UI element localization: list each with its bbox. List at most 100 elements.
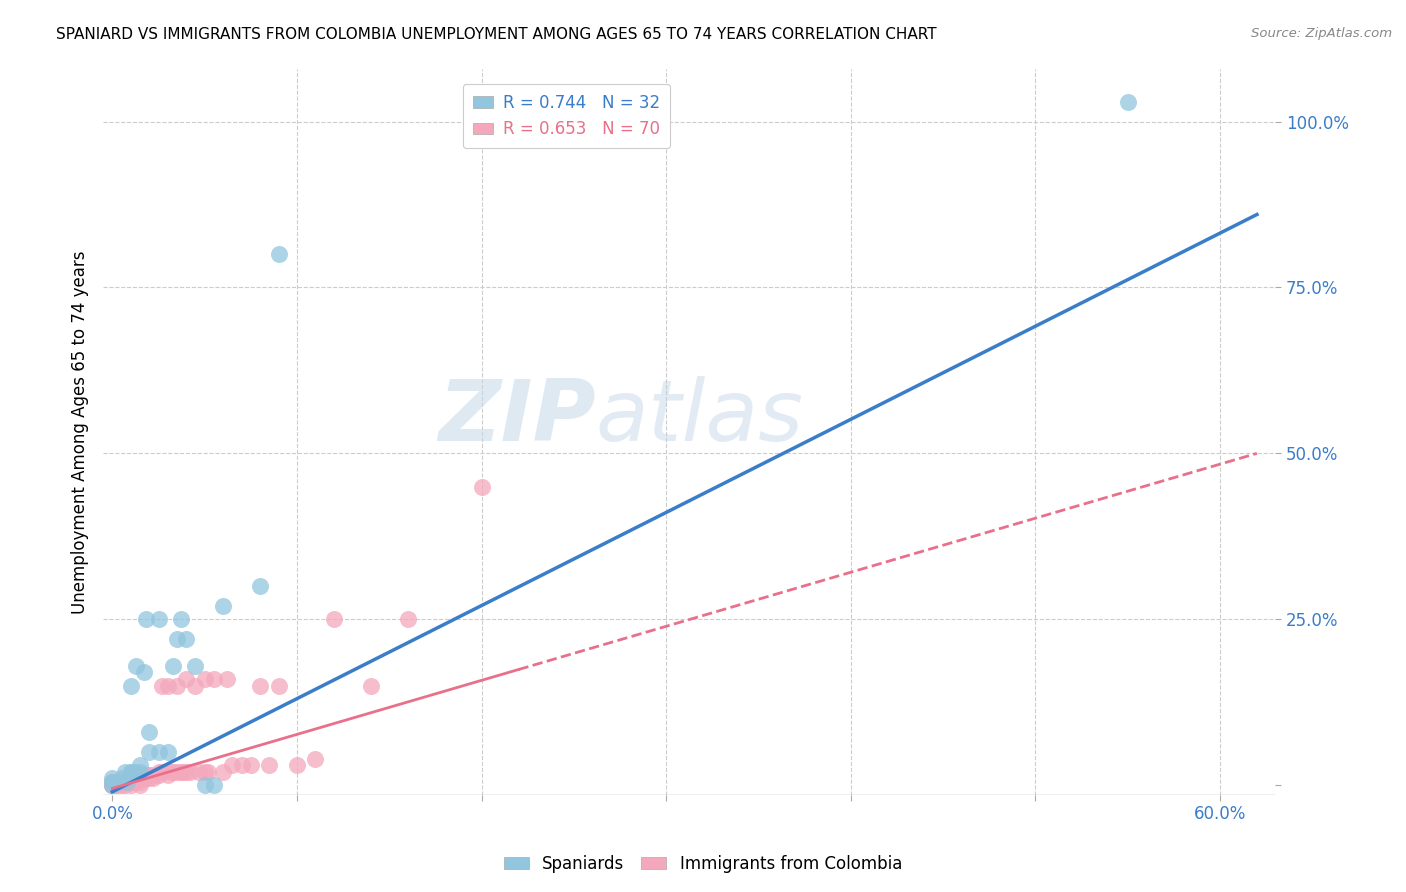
Point xyxy=(150,764,173,779)
Point xyxy=(105,778,128,792)
Point xyxy=(304,751,326,765)
Point xyxy=(114,778,136,792)
Point xyxy=(148,764,170,779)
Point xyxy=(197,764,219,779)
Point xyxy=(107,774,129,789)
Point xyxy=(194,672,217,686)
Point xyxy=(202,672,225,686)
Point xyxy=(249,679,271,693)
Point xyxy=(162,764,184,779)
Point xyxy=(471,479,494,493)
Point xyxy=(107,778,129,792)
Point xyxy=(120,768,142,782)
Point xyxy=(138,725,160,739)
Point xyxy=(132,772,155,786)
Point xyxy=(129,772,152,786)
Point xyxy=(135,772,157,786)
Point xyxy=(115,774,138,789)
Point xyxy=(148,768,170,782)
Point xyxy=(120,774,142,789)
Point xyxy=(101,774,124,789)
Point xyxy=(150,679,173,693)
Point xyxy=(259,758,281,772)
Text: SPANIARD VS IMMIGRANTS FROM COLOMBIA UNEMPLOYMENT AMONG AGES 65 TO 74 YEARS CORR: SPANIARD VS IMMIGRANTS FROM COLOMBIA UNE… xyxy=(56,27,936,42)
Point xyxy=(120,764,142,779)
Point xyxy=(194,764,217,779)
Point xyxy=(143,768,166,782)
Point xyxy=(221,758,243,772)
Point xyxy=(184,658,207,673)
Point xyxy=(188,764,211,779)
Point xyxy=(129,758,152,772)
Point xyxy=(160,764,183,779)
Point xyxy=(1116,95,1139,109)
Point xyxy=(360,679,382,693)
Point xyxy=(156,745,179,759)
Point xyxy=(215,672,238,686)
Y-axis label: Unemployment Among Ages 65 to 74 years: Unemployment Among Ages 65 to 74 years xyxy=(72,250,89,614)
Point xyxy=(239,758,262,772)
Point xyxy=(124,772,146,786)
Point xyxy=(132,768,155,782)
Point xyxy=(110,774,132,789)
Point xyxy=(156,768,179,782)
Point xyxy=(148,612,170,626)
Point xyxy=(267,679,290,693)
Point xyxy=(166,679,188,693)
Point xyxy=(285,758,308,772)
Point xyxy=(120,772,142,786)
Point xyxy=(110,778,132,792)
Point xyxy=(166,632,188,647)
Point xyxy=(184,679,207,693)
Legend: Spaniards, Immigrants from Colombia: Spaniards, Immigrants from Colombia xyxy=(498,848,908,880)
Point xyxy=(202,778,225,792)
Point xyxy=(174,672,197,686)
Text: Source: ZipAtlas.com: Source: ZipAtlas.com xyxy=(1251,27,1392,40)
Point xyxy=(322,612,344,626)
Point xyxy=(162,658,184,673)
Point xyxy=(114,774,136,789)
Point xyxy=(120,778,142,792)
Point xyxy=(267,247,290,261)
Point xyxy=(129,774,152,789)
Point xyxy=(138,772,160,786)
Point xyxy=(156,679,179,693)
Point xyxy=(138,768,160,782)
Point xyxy=(212,764,235,779)
Point xyxy=(124,774,146,789)
Point xyxy=(101,778,124,792)
Point xyxy=(120,679,142,693)
Point xyxy=(174,764,197,779)
Point xyxy=(212,599,235,613)
Point xyxy=(179,764,201,779)
Point xyxy=(249,579,271,593)
Point xyxy=(142,772,165,786)
Point xyxy=(174,632,197,647)
Point xyxy=(138,745,160,759)
Point xyxy=(129,764,152,779)
Point xyxy=(115,774,138,789)
Point xyxy=(169,764,191,779)
Point xyxy=(101,778,124,792)
Point xyxy=(138,768,160,782)
Point xyxy=(172,764,194,779)
Text: atlas: atlas xyxy=(596,376,803,458)
Point xyxy=(129,768,152,782)
Point xyxy=(125,658,148,673)
Point xyxy=(125,772,148,786)
Point xyxy=(101,778,124,792)
Point xyxy=(169,612,191,626)
Point xyxy=(231,758,253,772)
Point xyxy=(129,778,152,792)
Point xyxy=(124,764,146,779)
Point xyxy=(148,745,170,759)
Text: ZIP: ZIP xyxy=(437,376,596,458)
Point xyxy=(132,665,155,680)
Point xyxy=(396,612,419,626)
Point xyxy=(166,764,188,779)
Point xyxy=(101,774,124,789)
Point xyxy=(120,774,142,789)
Point xyxy=(101,778,124,792)
Point xyxy=(135,768,157,782)
Point xyxy=(110,772,132,786)
